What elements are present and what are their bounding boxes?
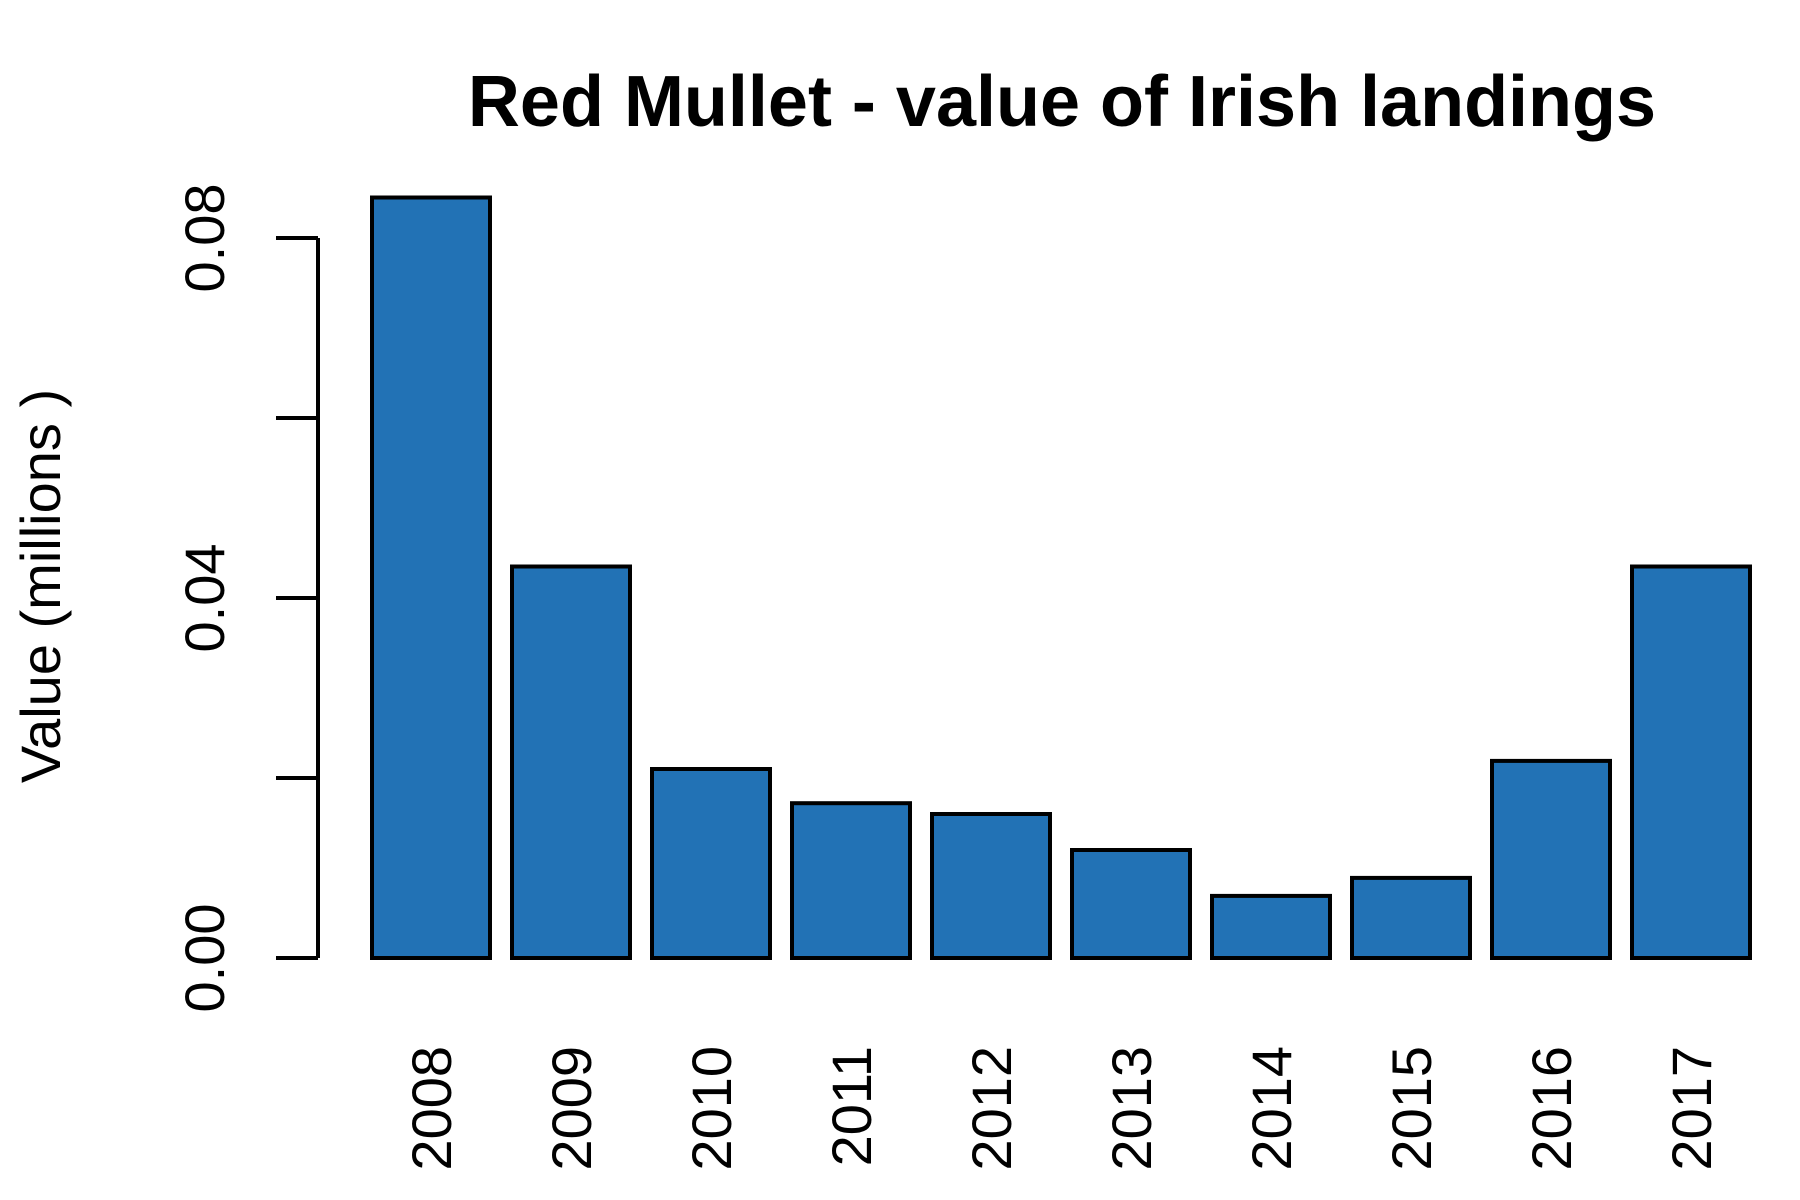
chart-title: Red Mullet - value of Irish landings <box>468 62 1656 142</box>
y-axis-label: Value (millions ) <box>9 389 72 783</box>
x-tick-label: 2017 <box>1660 1046 1723 1171</box>
bar-2011 <box>790 801 912 961</box>
x-axis-tick-labels: 2008 2009 2010 2011 2012 2013 2014 2015 2016 2017 <box>400 1046 1723 1171</box>
x-tick-label: 2014 <box>1240 1046 1303 1171</box>
bar-2015 <box>1350 875 1472 961</box>
x-tick-label: 2009 <box>540 1046 603 1171</box>
bar-2014 <box>1210 893 1332 961</box>
x-tick-label: 2008 <box>400 1046 463 1171</box>
x-tick-label: 2013 <box>1100 1046 1163 1171</box>
y-axis-ticks: 0.00 0.04 0.08 <box>173 184 318 1013</box>
y-tick-label: 0.08 <box>173 184 236 293</box>
bar-2012 <box>930 812 1052 960</box>
x-tick-label: 2010 <box>680 1046 743 1171</box>
bar-2017 <box>1630 564 1752 960</box>
bars <box>370 195 1752 961</box>
x-tick-label: 2015 <box>1380 1046 1443 1171</box>
bar-2009 <box>510 564 632 960</box>
x-tick-label: 2012 <box>960 1046 1023 1171</box>
bar-2016 <box>1490 758 1612 961</box>
bar-2010 <box>650 767 772 960</box>
x-tick-label: 2011 <box>820 1046 883 1166</box>
y-tick-label: 0.00 <box>173 904 236 1013</box>
x-tick-label: 2016 <box>1520 1046 1583 1171</box>
bar-2013 <box>1070 848 1192 960</box>
bar-2008 <box>370 195 492 960</box>
y-tick-label: 0.04 <box>173 544 236 653</box>
